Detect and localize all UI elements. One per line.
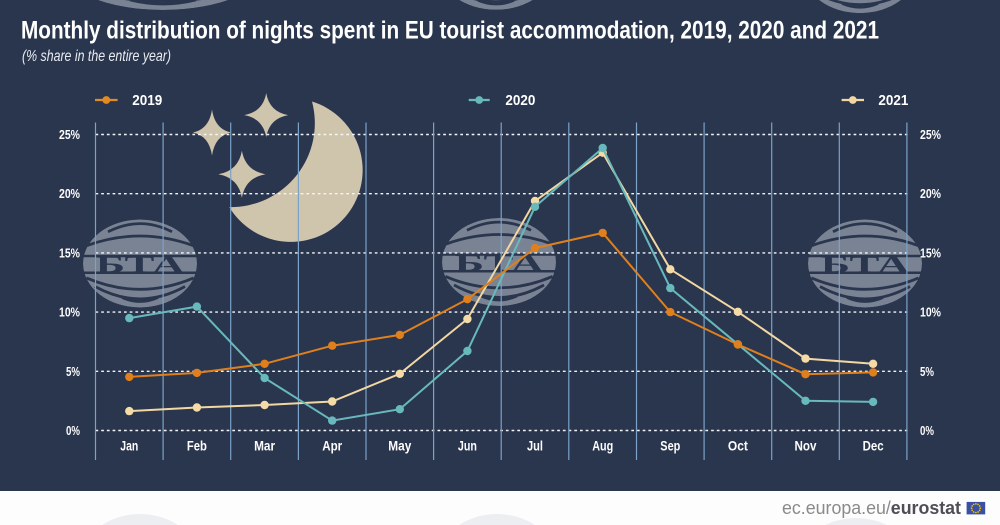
svg-text:Jul: Jul xyxy=(527,438,543,454)
svg-text:Aug: Aug xyxy=(592,438,613,454)
svg-text:Apr: Apr xyxy=(322,438,342,454)
svg-text:2019: 2019 xyxy=(132,93,162,109)
svg-text:Jan: Jan xyxy=(120,438,138,454)
svg-text:2020: 2020 xyxy=(505,93,535,109)
svg-text:(% share in the entire year): (% share in the entire year) xyxy=(22,48,171,65)
svg-text:5%: 5% xyxy=(66,365,80,379)
svg-text:0%: 0% xyxy=(920,424,934,438)
svg-text:25%: 25% xyxy=(59,128,80,142)
svg-text:Mar: Mar xyxy=(254,438,275,454)
svg-text:10%: 10% xyxy=(920,306,941,320)
svg-text:Oct: Oct xyxy=(728,438,748,454)
svg-text:May: May xyxy=(388,438,411,454)
svg-text:2021: 2021 xyxy=(878,93,908,109)
svg-text:ec.europa.eu/eurostat: ec.europa.eu/eurostat xyxy=(782,497,961,518)
svg-text:15%: 15% xyxy=(59,246,80,260)
svg-text:Dec: Dec xyxy=(863,438,884,454)
svg-text:Monthly distribution of nights: Monthly distribution of nights spent in … xyxy=(21,17,879,45)
svg-text:Feb: Feb xyxy=(187,438,207,454)
svg-text:20%: 20% xyxy=(59,187,80,201)
svg-text:0%: 0% xyxy=(66,424,80,438)
svg-text:25%: 25% xyxy=(920,128,941,142)
svg-text:Jun: Jun xyxy=(458,438,477,454)
svg-text:20%: 20% xyxy=(920,187,941,201)
svg-text:15%: 15% xyxy=(920,246,941,260)
svg-text:Nov: Nov xyxy=(795,438,817,454)
svg-text:10%: 10% xyxy=(59,306,80,320)
svg-text:5%: 5% xyxy=(920,365,934,379)
svg-text:Sep: Sep xyxy=(660,438,680,454)
